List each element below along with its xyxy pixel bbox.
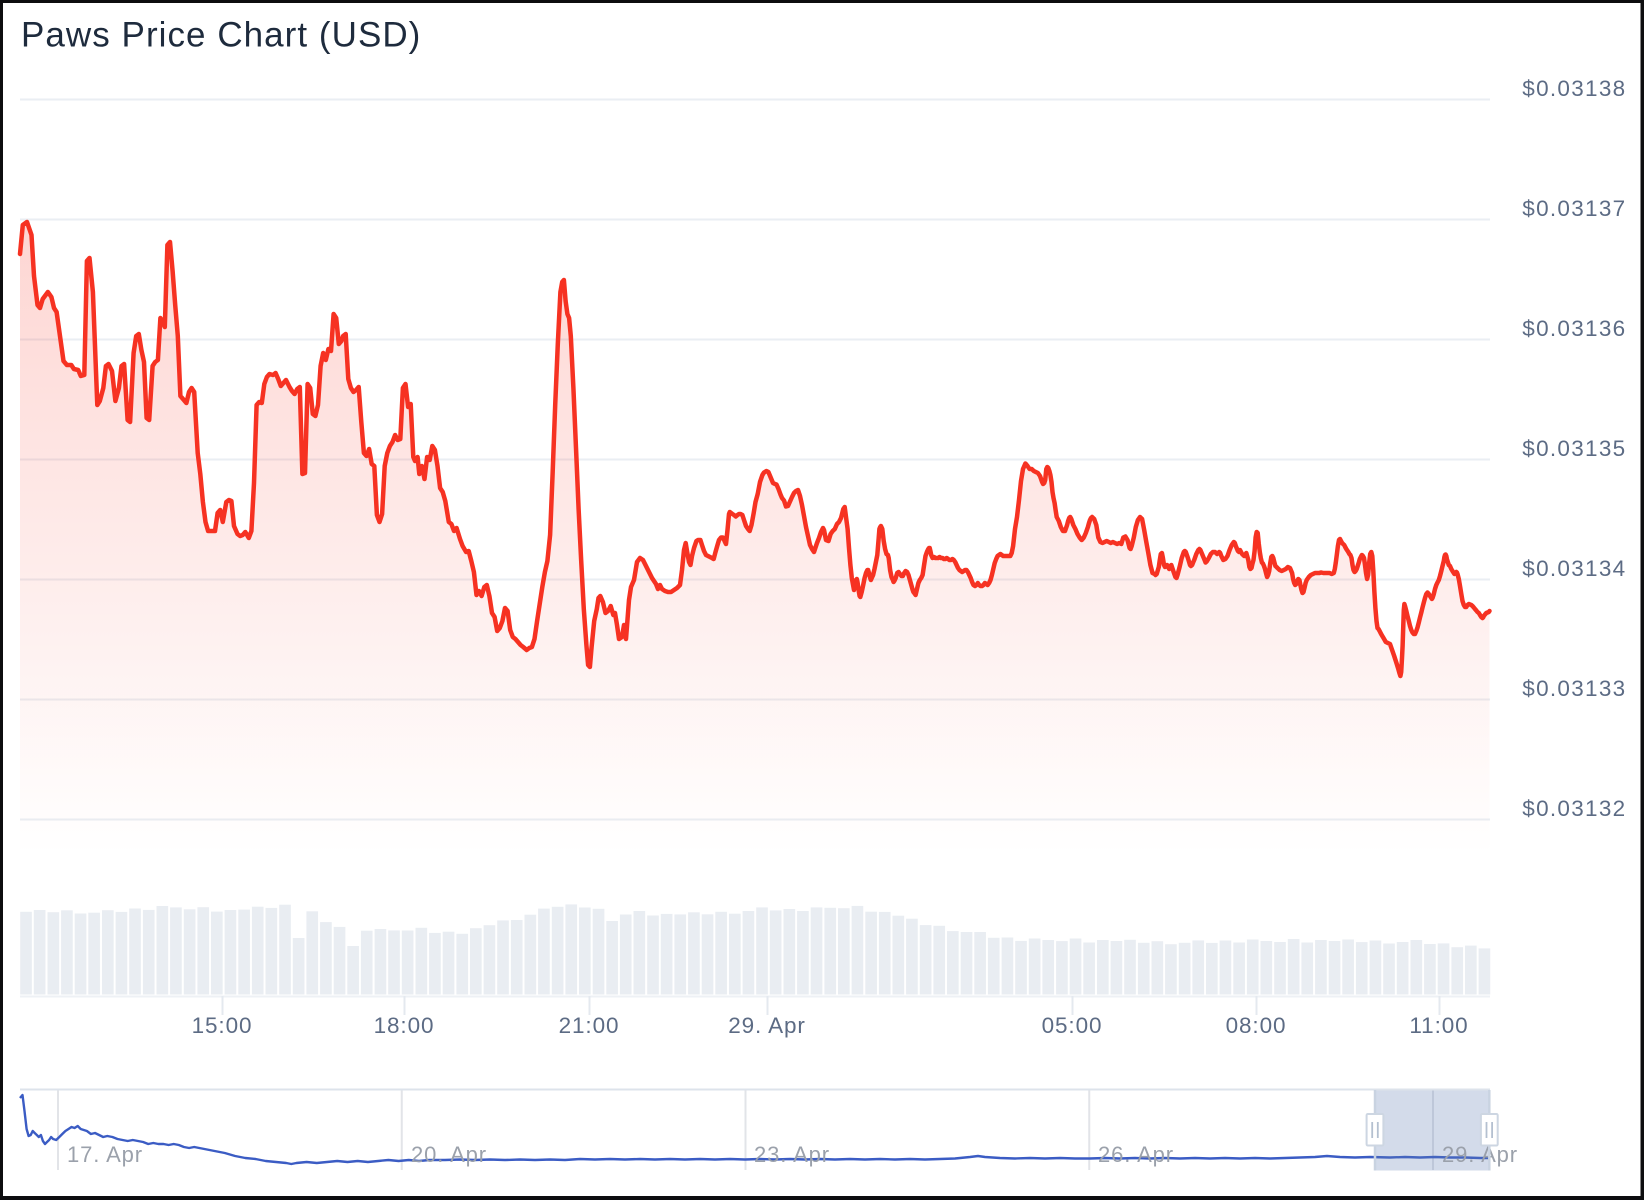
svg-text:05:00: 05:00 [1042, 1013, 1103, 1038]
svg-text:18:00: 18:00 [374, 1013, 435, 1038]
svg-text:$0.03132: $0.03132 [1522, 796, 1626, 821]
svg-text:$0.03138: $0.03138 [1522, 76, 1626, 101]
svg-text:$0.03134: $0.03134 [1522, 556, 1626, 581]
svg-text:23. Apr: 23. Apr [754, 1142, 830, 1167]
svg-text:$0.03137: $0.03137 [1522, 196, 1626, 221]
svg-text:26. Apr: 26. Apr [1098, 1142, 1174, 1167]
svg-text:08:00: 08:00 [1226, 1013, 1287, 1038]
svg-text:$0.03135: $0.03135 [1522, 436, 1626, 461]
svg-text:17. Apr: 17. Apr [67, 1142, 143, 1167]
svg-text:15:00: 15:00 [192, 1013, 253, 1038]
svg-text:21:00: 21:00 [559, 1013, 620, 1038]
svg-text:Paws Price Chart (USD): Paws Price Chart (USD) [21, 16, 421, 55]
svg-text:29. Apr: 29. Apr [728, 1013, 806, 1038]
svg-text:11:00: 11:00 [1409, 1013, 1468, 1038]
svg-text:20. Apr: 20. Apr [411, 1142, 487, 1167]
svg-text:$0.03136: $0.03136 [1522, 316, 1626, 341]
svg-text:$0.03133: $0.03133 [1522, 676, 1626, 701]
svg-text:29. Apr: 29. Apr [1442, 1142, 1518, 1167]
